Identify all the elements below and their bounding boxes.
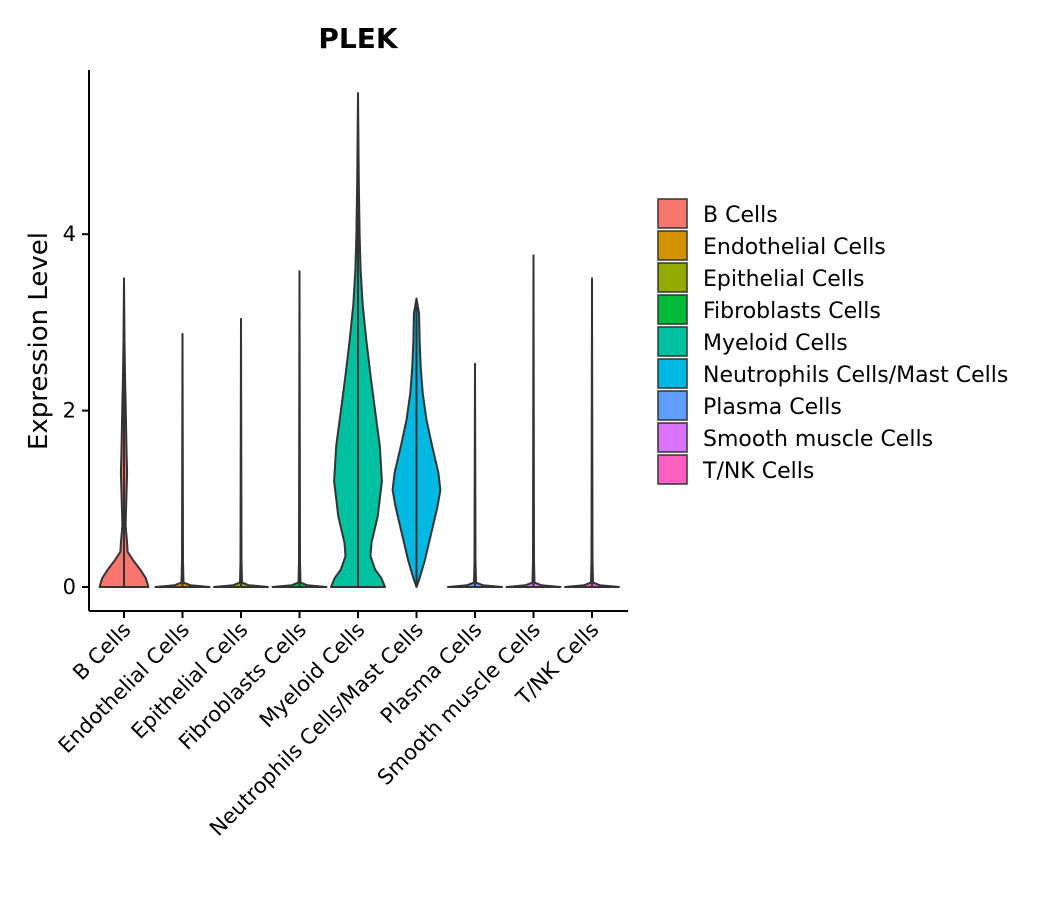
legend-label: Fibroblasts Cells [703, 299, 881, 324]
x-tick-label: Plasma Cells [376, 618, 487, 729]
y-tick-label: 4 [63, 222, 76, 246]
x-tick-label: Neutrophils Cells/Mast Cells [205, 618, 428, 841]
chart-title: PLEK [318, 22, 398, 55]
y-axis-title: Expression Level [24, 232, 54, 450]
legend-swatch [657, 390, 688, 421]
legend-label: T/NK Cells [702, 459, 814, 484]
legend: B Cells Endothelial Cells Epithelial Cells… [657, 198, 1008, 485]
legend-label: Neutrophils Cells/Mast Cells [703, 363, 1008, 388]
legend-swatch [657, 422, 688, 453]
y-tick-label: 2 [63, 399, 76, 423]
legend-swatch [657, 294, 688, 325]
legend-label: Epithelial Cells [703, 267, 864, 292]
legend-swatch [657, 198, 688, 229]
legend-swatch [657, 262, 688, 293]
legend-label: Smooth muscle Cells [703, 427, 933, 452]
legend-swatch [657, 454, 688, 485]
legend-label: Plasma Cells [703, 395, 842, 420]
legend-label: Myeloid Cells [703, 331, 848, 356]
legend-swatch [657, 358, 688, 389]
legend-swatch [657, 230, 688, 261]
legend-label: B Cells [703, 203, 778, 228]
legend-swatch [657, 326, 688, 357]
legend-label: Endothelial Cells [703, 235, 886, 260]
y-tick-label: 0 [63, 575, 76, 599]
